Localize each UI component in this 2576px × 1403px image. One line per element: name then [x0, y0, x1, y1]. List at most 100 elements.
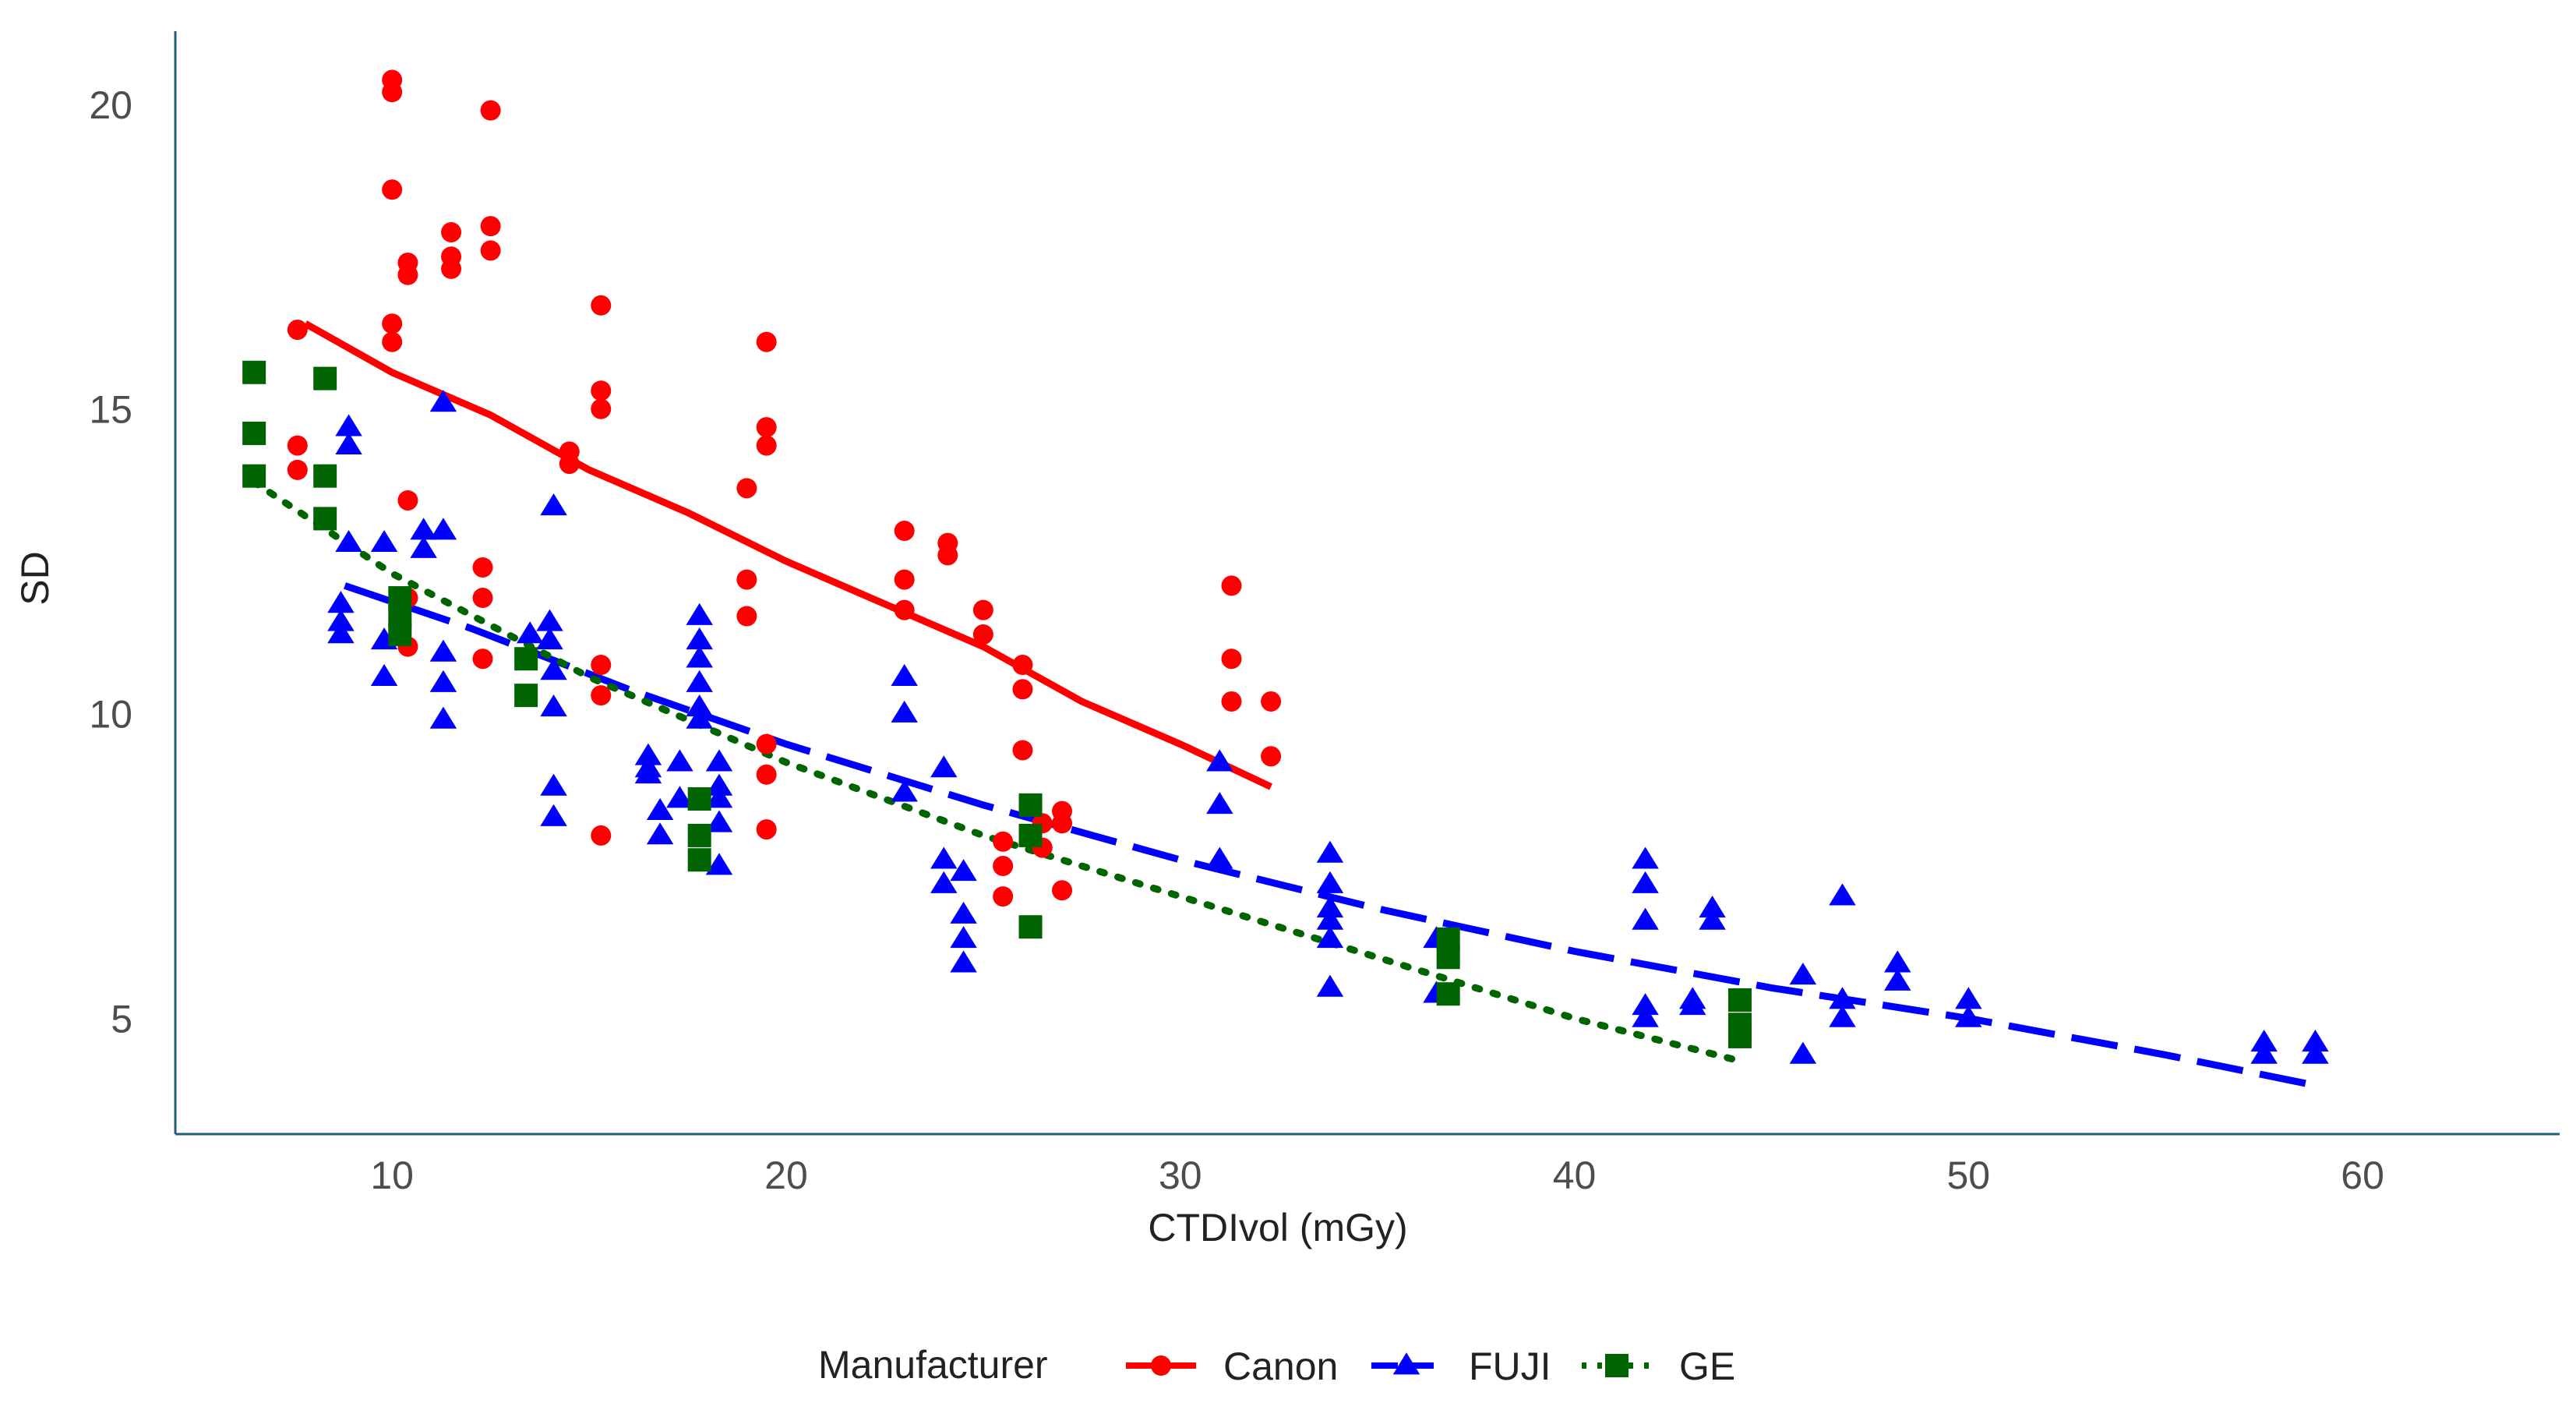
- trend-line-canon: [303, 320, 1273, 790]
- point-fuji: [1955, 1005, 1982, 1027]
- point-canon: [472, 557, 493, 578]
- point-canon: [756, 733, 777, 755]
- point-fuji: [429, 390, 457, 412]
- legend-marker-ge: [1605, 1354, 1629, 1377]
- point-canon: [382, 331, 403, 352]
- point-canon: [993, 856, 1014, 877]
- point-fuji: [516, 621, 544, 644]
- point-fuji: [891, 700, 918, 723]
- point-fuji: [1679, 993, 1706, 1016]
- point-canon: [993, 886, 1014, 907]
- y-tick-label: 15: [89, 388, 132, 432]
- point-fuji: [2250, 1041, 2278, 1064]
- point-ge: [687, 823, 711, 847]
- legend: Manufacturer Canon FUJI GE: [818, 1343, 1735, 1388]
- x-tick-label: 30: [1159, 1154, 1202, 1197]
- point-fuji: [429, 670, 457, 692]
- point-canon: [287, 435, 308, 456]
- x-axis-ticks: 10 20 30 40 50 60: [370, 1154, 2384, 1197]
- axes: [174, 31, 2560, 1136]
- point-fuji: [2302, 1041, 2329, 1064]
- x-tick-label: 60: [2341, 1154, 2384, 1197]
- point-fuji: [686, 706, 713, 729]
- point-ge: [514, 684, 538, 708]
- point-canon: [756, 417, 777, 438]
- point-ge: [1436, 982, 1460, 1006]
- point-fuji: [1632, 907, 1659, 930]
- point-ge: [242, 421, 266, 445]
- point-canon: [894, 569, 915, 590]
- point-fuji: [891, 663, 918, 687]
- point-fuji: [327, 609, 355, 631]
- point-fuji: [646, 822, 674, 845]
- point-canon: [591, 655, 612, 676]
- point-fuji: [950, 926, 977, 949]
- point-fuji: [950, 901, 977, 924]
- point-ge: [313, 464, 337, 488]
- legend-item-canon: Canon: [1126, 1345, 1338, 1388]
- point-ge: [687, 787, 711, 811]
- point-fuji: [705, 810, 733, 832]
- point-canon: [736, 606, 757, 627]
- x-tick-label: 50: [1947, 1154, 1991, 1197]
- x-tick-label: 40: [1553, 1154, 1597, 1197]
- point-canon: [480, 100, 501, 121]
- legend-label: GE: [1679, 1345, 1735, 1388]
- point-canon: [736, 569, 757, 590]
- y-tick-label: 10: [89, 693, 132, 737]
- point-fuji: [1884, 968, 1911, 991]
- y-tick-label: 5: [111, 997, 132, 1041]
- point-fuji: [540, 773, 567, 796]
- point-fuji: [705, 773, 733, 796]
- point-canon: [287, 320, 308, 341]
- point-ge: [242, 464, 266, 488]
- point-canon: [1221, 575, 1242, 596]
- point-fuji: [666, 749, 693, 772]
- point-ge: [1018, 823, 1043, 847]
- point-fuji: [1316, 907, 1344, 930]
- point-canon: [1221, 691, 1242, 712]
- point-canon: [1261, 691, 1282, 712]
- point-canon: [591, 380, 612, 401]
- point-canon: [559, 454, 580, 475]
- point-fuji: [646, 797, 674, 821]
- point-fuji: [335, 414, 362, 436]
- point-fuji: [666, 786, 693, 808]
- point-ge: [313, 366, 337, 391]
- point-fuji: [536, 627, 563, 650]
- point-canon: [591, 825, 612, 846]
- point-canon: [1261, 746, 1282, 767]
- point-fuji: [429, 639, 457, 662]
- point-fuji: [930, 755, 958, 778]
- point-canon: [756, 435, 777, 456]
- point-ge: [313, 507, 337, 531]
- point-fuji: [370, 529, 398, 553]
- point-fuji: [1829, 987, 1856, 1009]
- legend-item-ge: GE: [1582, 1345, 1735, 1388]
- point-canon: [1012, 655, 1033, 676]
- y-tick-label: 20: [89, 83, 132, 127]
- point-ge: [1436, 945, 1460, 970]
- point-fuji: [1632, 993, 1659, 1016]
- point-canon: [382, 179, 403, 200]
- point-canon: [756, 331, 777, 352]
- point-canon: [1221, 648, 1242, 670]
- point-canon: [756, 819, 777, 840]
- point-canon: [397, 264, 418, 285]
- y-axis-title: SD: [13, 551, 57, 605]
- legend-label: FUJI: [1469, 1345, 1551, 1388]
- point-canon: [993, 831, 1014, 852]
- point-canon: [1012, 740, 1033, 761]
- point-canon: [441, 221, 462, 242]
- point-fuji: [410, 518, 437, 540]
- point-canon: [591, 685, 612, 706]
- y-axis-ticks: 5 10 15 20: [89, 83, 132, 1041]
- point-ge: [1727, 1024, 1752, 1048]
- point-ge: [388, 622, 412, 646]
- point-canon: [894, 599, 915, 620]
- point-fuji: [1632, 871, 1659, 893]
- x-tick-label: 20: [764, 1154, 808, 1197]
- point-ge: [1018, 793, 1043, 817]
- x-axis-title: CTDIvol (mGy): [1148, 1206, 1407, 1249]
